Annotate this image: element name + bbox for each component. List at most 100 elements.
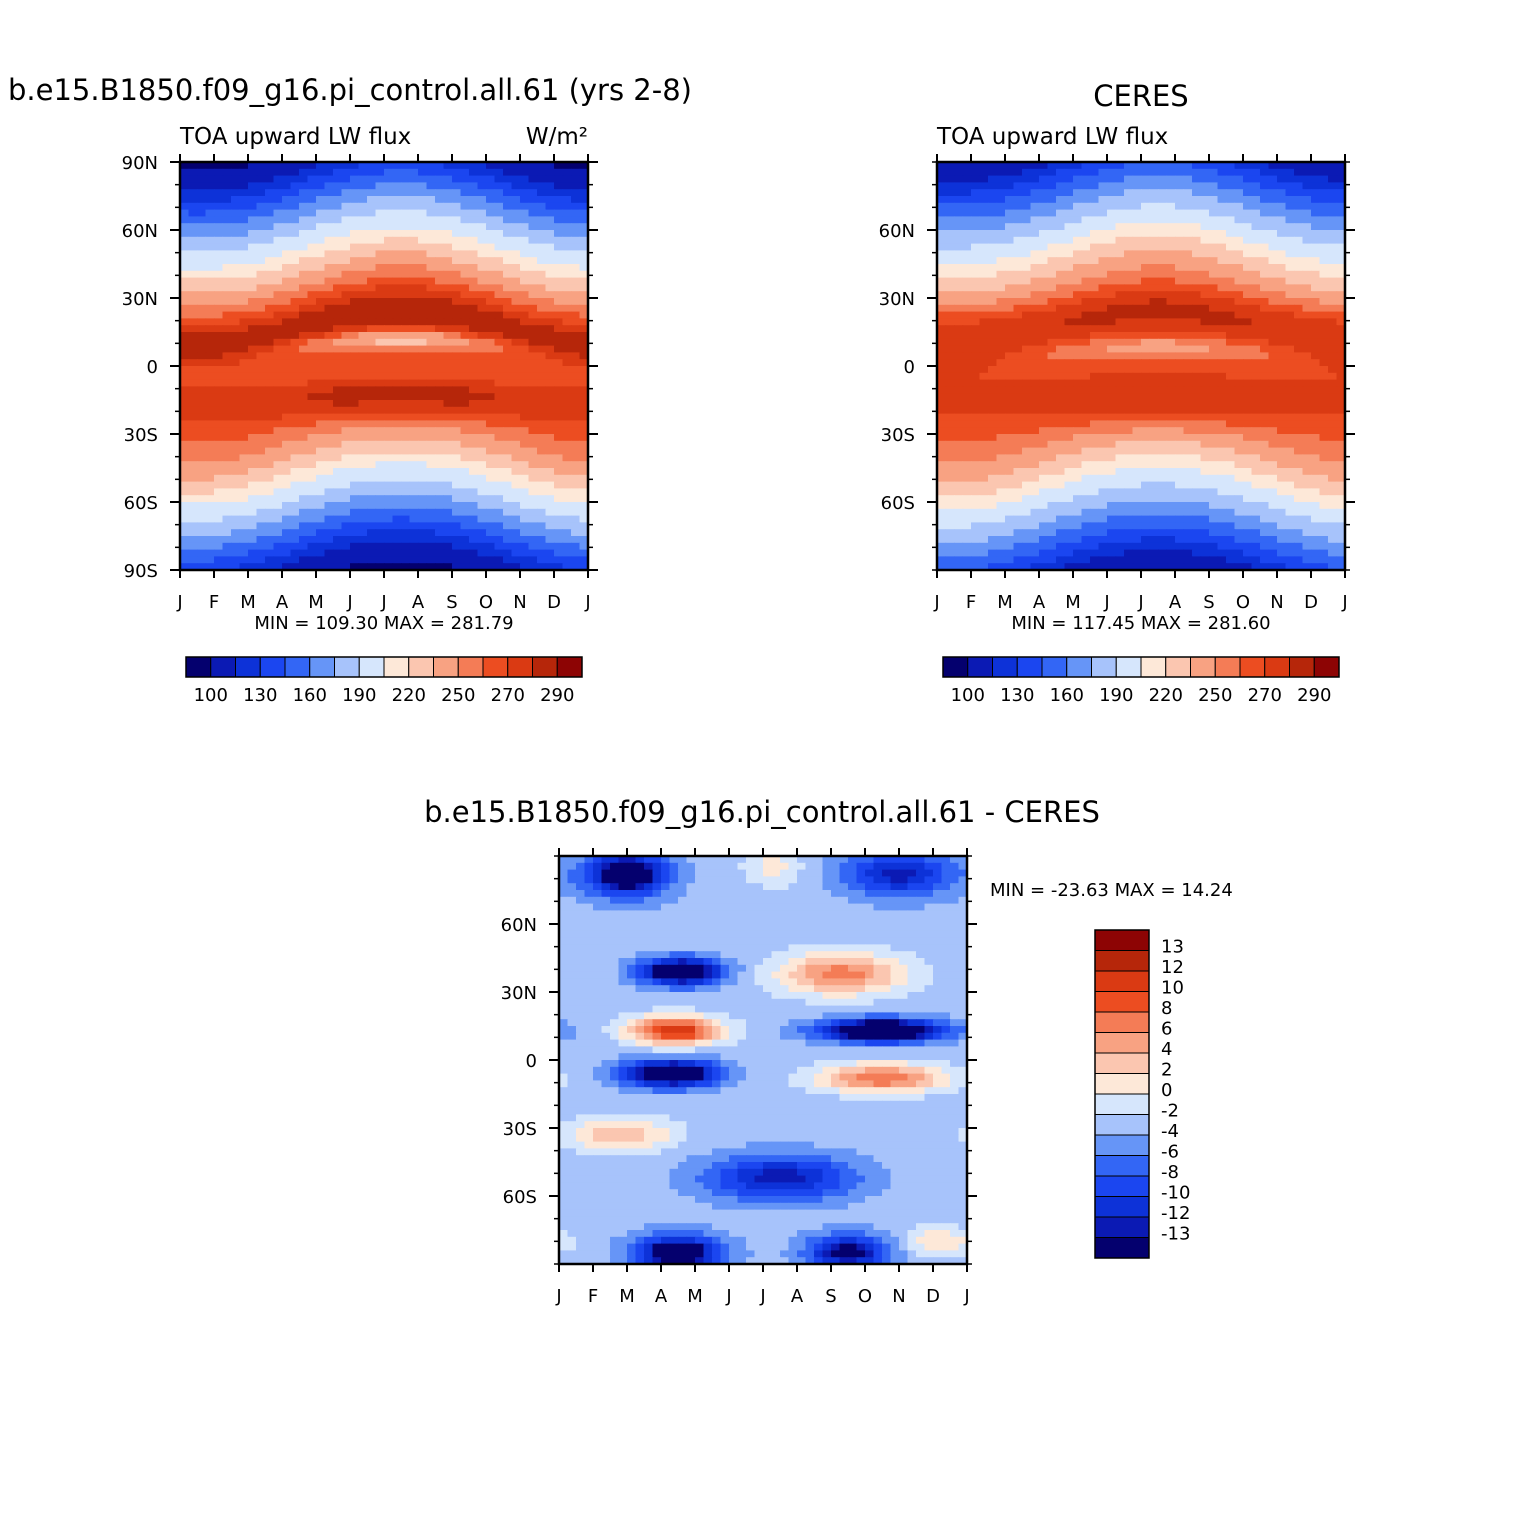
field-cell bbox=[1251, 250, 1261, 258]
field-cell bbox=[443, 372, 453, 381]
field-cell bbox=[1107, 406, 1117, 415]
field-cell bbox=[579, 406, 588, 415]
field-cell bbox=[1166, 284, 1176, 292]
field-cell bbox=[1115, 236, 1125, 245]
field-cell bbox=[180, 372, 190, 381]
field-cell bbox=[979, 393, 989, 401]
field-cell bbox=[290, 216, 300, 224]
field-cell bbox=[1090, 325, 1100, 333]
field-cell bbox=[282, 236, 292, 245]
field-cell bbox=[469, 298, 479, 306]
y-tick-label: 60N bbox=[122, 221, 158, 242]
field-cell bbox=[265, 488, 275, 496]
field-cell bbox=[528, 427, 538, 435]
field-cell bbox=[1149, 386, 1159, 394]
field-cell bbox=[528, 406, 538, 415]
field-cell bbox=[273, 549, 283, 557]
field-cell bbox=[1268, 400, 1278, 408]
field-cell bbox=[962, 413, 972, 421]
field-cell bbox=[571, 352, 581, 360]
field-cell bbox=[1124, 332, 1134, 340]
field-cell bbox=[1098, 250, 1108, 258]
field-cell bbox=[937, 338, 947, 347]
field-cell bbox=[1251, 400, 1261, 408]
field-cell bbox=[265, 311, 275, 319]
field-cell bbox=[1260, 379, 1270, 387]
field-cell bbox=[350, 277, 360, 285]
field-cell bbox=[1166, 372, 1176, 381]
field-cell bbox=[418, 345, 428, 353]
field-cell bbox=[1115, 175, 1125, 183]
field-cell bbox=[188, 393, 198, 401]
field-cell bbox=[273, 447, 283, 455]
field-cell bbox=[443, 549, 453, 557]
field-cell bbox=[1209, 304, 1219, 313]
field-cell bbox=[367, 502, 377, 510]
field-cell bbox=[341, 230, 351, 238]
field-cell bbox=[571, 230, 581, 238]
field-cell bbox=[418, 372, 428, 381]
field-cell bbox=[435, 325, 445, 333]
field-cell bbox=[231, 223, 241, 231]
field-cell bbox=[435, 495, 445, 503]
field-cell bbox=[307, 209, 317, 217]
field-cell bbox=[1064, 189, 1074, 197]
field-cell bbox=[214, 454, 224, 462]
field-cell bbox=[554, 379, 564, 387]
field-cell bbox=[1081, 162, 1091, 170]
field-cell bbox=[1030, 270, 1040, 279]
field-cell bbox=[1115, 352, 1125, 360]
field-cell bbox=[503, 175, 513, 183]
field-cell bbox=[384, 474, 394, 483]
field-cell bbox=[392, 291, 402, 299]
field-cell bbox=[1030, 359, 1040, 367]
field-cell bbox=[188, 434, 198, 442]
field-cell bbox=[256, 291, 266, 299]
field-cell bbox=[1302, 216, 1312, 224]
field-cell bbox=[945, 352, 955, 360]
field-cell bbox=[571, 298, 581, 306]
field-cell bbox=[248, 168, 258, 177]
field-cell bbox=[988, 420, 998, 428]
field-cell bbox=[1030, 175, 1040, 183]
field-cell bbox=[350, 236, 360, 245]
field-cell bbox=[1311, 230, 1321, 238]
field-cell bbox=[1192, 332, 1202, 340]
field-cell bbox=[180, 284, 190, 292]
field-cell bbox=[248, 202, 258, 211]
field-cell bbox=[384, 406, 394, 415]
field-cell bbox=[1022, 257, 1032, 265]
field-cell bbox=[1217, 257, 1227, 265]
field-cell bbox=[520, 522, 530, 530]
field-cell bbox=[996, 230, 1006, 238]
field-cell bbox=[1022, 189, 1032, 197]
field-cell bbox=[282, 284, 292, 292]
field-cell bbox=[1200, 379, 1210, 387]
field-cell bbox=[1217, 264, 1227, 272]
field-cell bbox=[1039, 236, 1049, 245]
field-cell bbox=[554, 209, 564, 217]
field-cell bbox=[1328, 427, 1338, 435]
field-cell bbox=[971, 359, 981, 367]
field-cell bbox=[460, 536, 470, 544]
field-cell bbox=[1064, 284, 1074, 292]
field-cell bbox=[937, 223, 947, 231]
field-cell bbox=[545, 400, 555, 408]
field-cell bbox=[1115, 189, 1125, 197]
field-cell bbox=[180, 454, 190, 462]
field-cell bbox=[188, 495, 198, 503]
field-cell bbox=[1098, 209, 1108, 217]
field-cell bbox=[962, 386, 972, 394]
field-cell bbox=[1107, 420, 1117, 428]
field-cell bbox=[1124, 182, 1134, 190]
field-cell bbox=[265, 427, 275, 435]
field-cell bbox=[545, 386, 555, 394]
field-cell bbox=[937, 270, 947, 279]
field-cell bbox=[1328, 413, 1338, 421]
field-cell bbox=[579, 413, 588, 421]
field-cell bbox=[1039, 257, 1049, 265]
field-cell bbox=[1064, 352, 1074, 360]
field-cell bbox=[1090, 366, 1100, 374]
field-cell bbox=[520, 495, 530, 503]
field-cell bbox=[426, 474, 436, 483]
